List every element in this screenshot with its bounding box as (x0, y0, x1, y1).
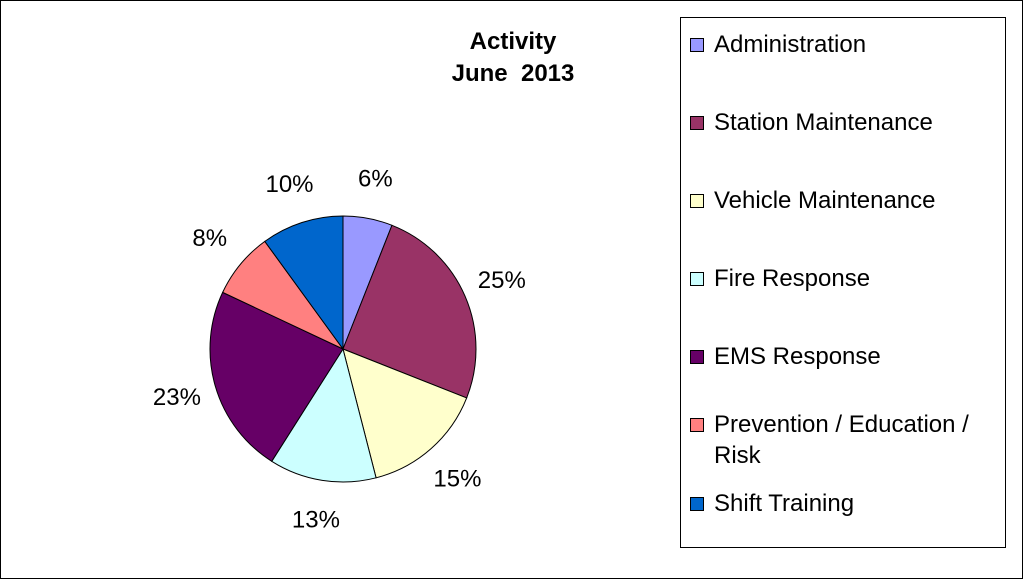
legend-swatch (690, 116, 704, 130)
data-label-station-maintenance: 25% (478, 267, 526, 294)
legend-label: Vehicle Maintenance (714, 187, 936, 214)
legend-swatch (690, 350, 704, 364)
legend-label: Prevention / Education / Risk (714, 411, 969, 469)
pie-slices (209, 215, 477, 483)
legend-label: Fire Response (714, 265, 871, 292)
legend-swatch (690, 418, 704, 432)
legend-label: EMS Response (714, 343, 881, 370)
pie-slice-ems-response (209, 291, 344, 462)
legend-item-shift-training: Shift Training (690, 488, 1000, 519)
legend-item-ems-response: EMS Response (690, 341, 1000, 372)
pie-slice-shift-training (264, 215, 344, 351)
legend-item-station-maintenance: Station Maintenance (690, 107, 1000, 138)
pie-slice-station-maintenance (342, 224, 477, 399)
legend-swatch (690, 194, 704, 208)
data-label-shift-training: 10% (265, 171, 313, 198)
pie-slice-vehicle-maintenance (342, 348, 468, 479)
pie-slice-fire-response (271, 347, 377, 483)
legend-label: Administration (714, 31, 867, 58)
pie-data-labels: 6% 25% 15% 13% 23% 8% 10% (153, 166, 526, 534)
legend-item-fire-response: Fire Response (690, 263, 1000, 294)
chart-legend: Administration Station Maintenance Vehicle… (680, 17, 1006, 548)
legend-label: Shift Training (714, 490, 855, 517)
data-label-administration: 6% (358, 166, 393, 193)
data-label-fire-response: 13% (292, 506, 340, 533)
legend-item-administration: Administration (690, 29, 1000, 60)
legend-swatch (690, 272, 704, 286)
legend-swatch (690, 497, 704, 511)
legend-swatch (690, 38, 704, 52)
data-label-vehicle-maintenance: 15% (433, 465, 481, 492)
legend-label: Station Maintenance (714, 109, 933, 136)
legend-item-vehicle-maintenance: Vehicle Maintenance (690, 185, 1000, 216)
legend-item-prevention-education-risk: Prevention / Education / Risk (690, 409, 1000, 471)
chart-title: Activity June 2013 (451, 28, 575, 87)
data-label-prevention-education-risk: 8% (192, 225, 227, 252)
data-label-ems-response: 23% (153, 384, 201, 411)
